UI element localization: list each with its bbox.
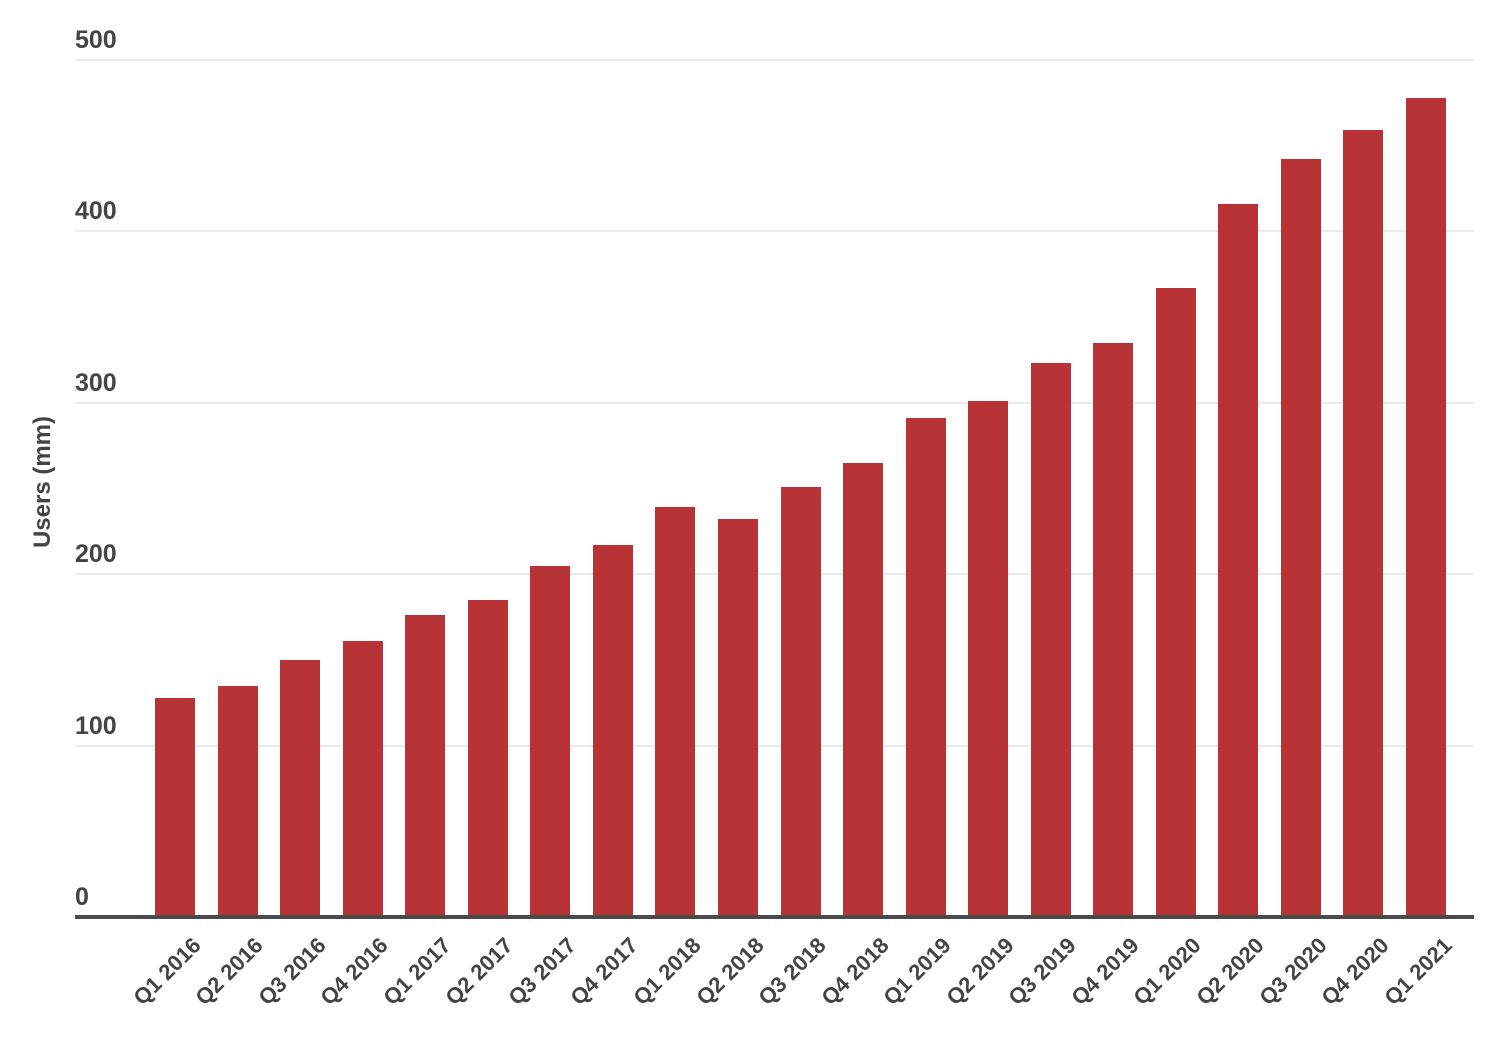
y-tick-label: 0 <box>75 883 89 911</box>
x-tick-label: Q2 2019 <box>941 932 1019 1010</box>
bar <box>655 507 696 917</box>
bar <box>717 519 758 917</box>
bar <box>1280 159 1321 917</box>
bar <box>342 641 383 917</box>
x-tick-label: Q3 2016 <box>253 932 331 1010</box>
y-tick-label: 400 <box>75 197 117 226</box>
y-tick-label: 200 <box>75 540 117 569</box>
bar <box>968 401 1009 917</box>
x-tick-label: Q1 2018 <box>628 932 706 1010</box>
x-tick-label: Q2 2018 <box>690 932 769 1010</box>
x-tick-label: Q1 2016 <box>127 932 206 1010</box>
x-tick-label: Q2 2016 <box>190 932 268 1010</box>
x-tick-label: Q1 2021 <box>1378 932 1457 1010</box>
y-tick-label: 500 <box>75 26 117 54</box>
x-tick-label: Q4 2020 <box>1316 932 1394 1010</box>
x-tick-label: Q1 2020 <box>1128 932 1207 1010</box>
x-tick-label: Q3 2017 <box>503 932 581 1010</box>
x-tick-label: Q2 2017 <box>440 932 519 1010</box>
y-tick-label: 300 <box>75 368 117 397</box>
y-tick-label: 100 <box>75 711 117 740</box>
bar <box>405 615 446 917</box>
bar <box>1343 130 1384 917</box>
bar <box>1406 97 1446 917</box>
x-tick-label: Q3 2019 <box>1003 932 1081 1010</box>
y-axis-label: Users (mm) <box>29 415 56 549</box>
x-tick-label: Q4 2019 <box>1066 932 1144 1010</box>
bar <box>155 697 195 917</box>
gridline <box>75 59 1474 61</box>
bar <box>280 659 321 917</box>
gridline <box>75 744 1474 747</box>
bar <box>780 486 821 917</box>
bar <box>467 599 508 917</box>
bar <box>1093 342 1134 917</box>
bar <box>1155 287 1196 917</box>
x-tick-label: Q4 2016 <box>315 932 393 1010</box>
gridline <box>75 573 1474 576</box>
bar <box>217 685 258 917</box>
bar <box>530 565 571 917</box>
x-tick-label: Q4 2018 <box>815 932 894 1010</box>
gridline <box>75 230 1474 233</box>
x-tick-label: Q3 2020 <box>1253 932 1332 1010</box>
bar <box>1030 363 1071 917</box>
bar <box>843 462 884 917</box>
bar <box>905 418 946 917</box>
x-tick-label: Q1 2019 <box>878 932 956 1010</box>
x-axis-line <box>75 915 1474 919</box>
x-tick-label: Q4 2017 <box>565 932 644 1010</box>
gridline <box>75 401 1474 404</box>
bar <box>592 545 633 917</box>
x-tick-label: Q2 2020 <box>1191 932 1269 1010</box>
x-tick-label: Q1 2017 <box>378 932 456 1010</box>
x-tick-label: Q3 2018 <box>753 932 831 1010</box>
bar <box>1218 203 1259 917</box>
